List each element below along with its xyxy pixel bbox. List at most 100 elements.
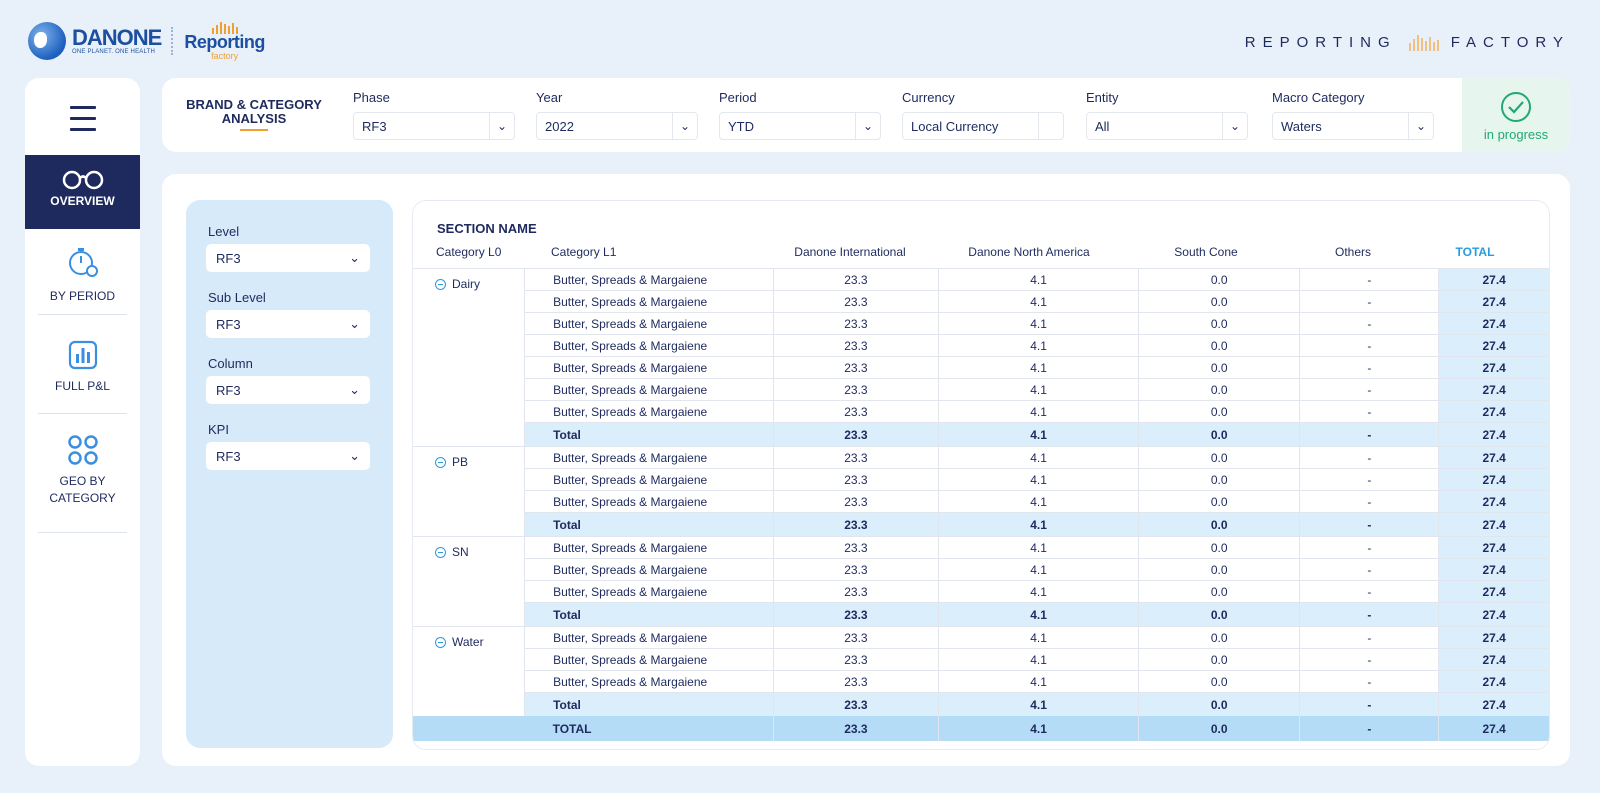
page-title: BRAND & CATEGORY ANALYSIS: [186, 97, 322, 126]
value-cell: 0.0: [1137, 422, 1300, 447]
value-cell: -: [1299, 378, 1439, 401]
value-cell: 27.4: [1438, 580, 1549, 603]
category-l0-label: Water: [452, 635, 484, 649]
value-cell: 4.1: [938, 334, 1139, 357]
column-select[interactable]: RF3 ⌄: [206, 376, 370, 404]
logo-tagline: ONE PLANET. ONE HEALTH: [72, 49, 155, 55]
kpi-select[interactable]: RF3 ⌄: [206, 442, 370, 470]
value-cell: 0.0: [1137, 446, 1300, 469]
category-l0-cell: PB: [413, 446, 526, 537]
app-title-right: FACTORY: [1450, 34, 1570, 51]
level-select[interactable]: RF3 ⌄: [206, 244, 370, 272]
value-cell: 23.3: [772, 422, 939, 447]
value-cell: -: [1299, 490, 1439, 513]
sidebar-item-overview[interactable]: OVERVIEW: [25, 155, 140, 229]
select-value: RF3: [216, 316, 241, 332]
status-label: in progress: [1483, 127, 1549, 142]
column-header-total: TOTAL: [1455, 245, 1495, 259]
value-cell: 0.0: [1137, 356, 1300, 379]
chevron-down-icon: ⌄: [349, 382, 360, 397]
chevron-down-icon: ⌄: [349, 448, 360, 463]
value-cell: 4.1: [938, 290, 1139, 313]
value-cell: 27.4: [1438, 268, 1549, 291]
collapse-icon[interactable]: [435, 546, 446, 558]
filter-currency: Currency Local Currency: [902, 90, 1064, 140]
sidebar-item-geo-by-category[interactable]: GEO BY CATEGORY: [25, 434, 140, 507]
value-cell: 0.0: [1137, 692, 1300, 716]
value-cell: 27.4: [1438, 334, 1549, 357]
value-cell: 23.3: [772, 716, 939, 741]
value-cell: 4.1: [938, 512, 1139, 537]
table-row: Butter, Spreads & Margaiene 23.3 4.1 0.0-27…: [413, 312, 1549, 335]
filter-bar: BRAND & CATEGORY ANALYSIS Phase RF3 ⌄ Ye…: [162, 78, 1570, 152]
value-cell: 0.0: [1137, 536, 1300, 559]
year-select[interactable]: 2022 ⌄: [536, 112, 698, 140]
value-cell: 27.4: [1438, 356, 1549, 379]
value-cell: 4.1: [938, 626, 1139, 649]
category-l1-cell: Butter, Spreads & Margaiene: [524, 648, 774, 671]
value-cell: 0.0: [1137, 490, 1300, 513]
value-cell: 0.0: [1137, 626, 1300, 649]
period-select[interactable]: YTD ⌄: [719, 112, 881, 140]
value-cell: 4.1: [938, 422, 1139, 447]
filter-label: Macro Category: [1272, 90, 1365, 105]
category-l1-cell: Butter, Spreads & Margaiene: [524, 626, 774, 649]
value-cell: 4.1: [938, 692, 1139, 716]
hamburger-menu-icon[interactable]: [70, 106, 96, 139]
value-cell: 0.0: [1137, 670, 1300, 693]
filter-label: Phase: [353, 90, 390, 105]
category-l0-label: Dairy: [452, 277, 481, 291]
sidebar-item-label: GEO BY CATEGORY: [49, 474, 116, 505]
value-cell: 23.3: [772, 648, 939, 671]
value-cell: 0.0: [1137, 268, 1300, 291]
sub-level-select[interactable]: RF3 ⌄: [206, 310, 370, 338]
category-l1-cell: Butter, Spreads & Margaiene: [524, 580, 774, 603]
chevron-down-icon: ⌄: [489, 113, 514, 139]
table-row: Butter, Spreads & Margaiene 23.3 4.1 0.0-27…: [413, 558, 1549, 581]
macro-category-select[interactable]: Waters ⌄: [1272, 112, 1434, 140]
value-cell: 0.0: [1137, 558, 1300, 581]
empty-cell: [413, 716, 525, 741]
chevron-down-icon: ⌄: [349, 316, 360, 331]
category-l1-cell: Total: [524, 602, 774, 627]
currency-select[interactable]: Local Currency: [902, 112, 1064, 140]
value-cell: 4.1: [938, 312, 1139, 335]
sidebar-item-label: OVERVIEW: [50, 194, 115, 208]
bars-icon: [211, 21, 238, 34]
collapse-icon[interactable]: [435, 636, 446, 648]
filter-value: Local Currency: [911, 118, 999, 134]
filter-value: 2022: [545, 118, 574, 134]
sidebar-item-by-period[interactable]: BY PERIOD: [25, 244, 140, 303]
table-row: Butter, Spreads & Margaiene 23.3 4.1 0.0-27…: [413, 670, 1549, 693]
value-cell: 23.3: [772, 692, 939, 716]
globe-icon: [28, 22, 66, 60]
filter-macro-category: Macro Category Waters ⌄: [1272, 90, 1434, 140]
table-row: PB Butter, Spreads & Margaiene 23.3 4.1 0.0-…: [413, 446, 1549, 537]
stopwatch-icon: [68, 248, 98, 277]
logo-product: Reporting: [184, 31, 265, 52]
logo-product-sub: factory: [211, 50, 239, 61]
filter-label: Year: [536, 90, 563, 105]
category-l1-cell: Butter, Spreads & Margaiene: [524, 558, 774, 581]
table-row: Butter, Spreads & Margaiene 23.3 4.1 0.0-27…: [413, 400, 1549, 423]
value-cell: 0.0: [1137, 648, 1300, 671]
select-value: RF3: [216, 250, 241, 266]
collapse-icon[interactable]: [435, 456, 446, 468]
table-row: Butter, Spreads & Margaiene 23.3 4.1 0.0-27…: [413, 490, 1549, 513]
filter-label: Period: [719, 90, 757, 105]
value-cell: -: [1299, 446, 1439, 469]
grand-total-row: TOTAL 23.3 4.1 0.0-27.4: [413, 716, 1549, 741]
collapse-icon[interactable]: [435, 278, 446, 290]
sidebar-item-full-pl[interactable]: FULL P&L: [25, 340, 140, 393]
category-l1-cell: Butter, Spreads & Margaiene: [524, 356, 774, 379]
value-cell: 23.3: [772, 558, 939, 581]
category-l1-cell: Butter, Spreads & Margaiene: [524, 468, 774, 491]
entity-select[interactable]: All ⌄: [1086, 112, 1248, 140]
table-row: Dairy Butter, Spreads & Margaiene 23.3 4.1 0…: [413, 268, 1549, 447]
filter-value: Waters: [1281, 118, 1322, 134]
phase-select[interactable]: RF3 ⌄: [353, 112, 515, 140]
sidebar-item-label: FULL P&L: [55, 379, 110, 393]
status-indicator: in progress: [1462, 78, 1570, 152]
category-l1-cell: Total: [524, 692, 774, 716]
value-cell: 23.3: [772, 490, 939, 513]
